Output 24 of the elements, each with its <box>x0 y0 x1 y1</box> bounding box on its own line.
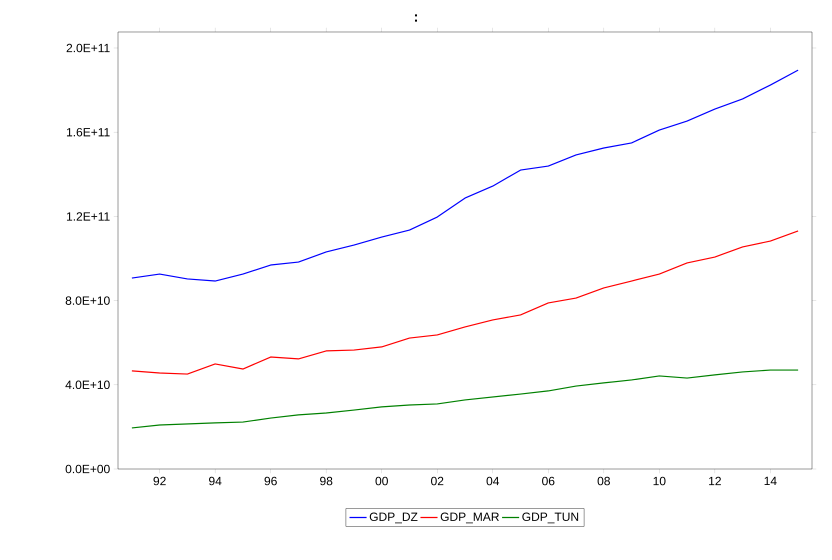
x-tick-label: 04 <box>486 476 500 486</box>
x-tick-label: 06 <box>542 476 554 486</box>
x-tick-label: 94 <box>209 476 222 486</box>
x-tick-label: 08 <box>598 476 610 486</box>
x-tick-label: 10 <box>654 476 666 486</box>
x-tick-label: 12 <box>709 476 721 486</box>
y-tick-label: 8.0E+10 <box>66 296 110 305</box>
y-tick-label: 0.0E+00 <box>66 464 110 474</box>
x-tick-label: 14 <box>764 476 777 486</box>
y-tick-label: 4.0E+10 <box>65 380 110 390</box>
x-tick-label: 02 <box>431 476 444 486</box>
line-series <box>131 70 799 282</box>
x-tick-label: 00 <box>376 476 388 486</box>
x-tick-label: 92 <box>154 476 166 486</box>
legend-label: GDP_DZ <box>370 512 418 524</box>
legend-label: GDP_TUN <box>522 512 578 524</box>
y-tick-label: 1.6E+11 <box>66 128 110 136</box>
x-tick-label: 96 <box>264 476 277 486</box>
chart-title: : <box>414 14 418 22</box>
y-tick-label: 1.2E+11 <box>66 212 110 221</box>
y-tick-label: 2.0E+11 <box>66 44 110 52</box>
legend-label: GDP_MAR <box>440 512 499 524</box>
line-series <box>131 230 799 375</box>
x-tick-label: 98 <box>320 476 332 486</box>
